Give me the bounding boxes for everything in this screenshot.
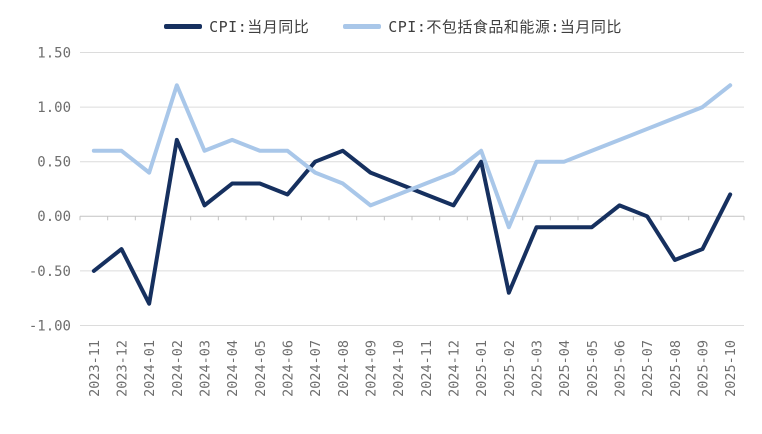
y-tick-label: 0.00 bbox=[37, 209, 71, 225]
x-tick-label: 2024-05 bbox=[253, 340, 269, 397]
x-tick-label: 2023-12 bbox=[115, 340, 131, 397]
legend-swatch-cpi bbox=[164, 24, 203, 29]
x-tick-label: 2024-10 bbox=[391, 340, 407, 397]
x-tick-label: 2024-03 bbox=[198, 340, 214, 397]
series-line-cpi bbox=[91, 137, 733, 306]
x-tick-label: 2025-07 bbox=[640, 340, 656, 397]
x-tick-label: 2025-03 bbox=[530, 340, 546, 397]
chart-legend: CPI:当月同比 CPI:不包括食品和能源:当月同比 bbox=[0, 16, 762, 37]
x-tick-label: 2025-08 bbox=[668, 340, 684, 397]
y-tick-label: 1.50 bbox=[37, 45, 71, 61]
x-tick-label: 2023-11 bbox=[87, 340, 103, 397]
series-line-core-cpi bbox=[91, 83, 733, 230]
y-tick-label: 0.50 bbox=[37, 155, 71, 171]
x-tick-label: 2025-02 bbox=[502, 340, 518, 397]
legend-item-cpi: CPI:当月同比 bbox=[164, 16, 309, 37]
x-tick-label: 2024-06 bbox=[281, 340, 297, 397]
x-tick-label: 2024-11 bbox=[419, 340, 435, 397]
x-tick-label: 2024-04 bbox=[225, 340, 241, 397]
legend-label-cpi: CPI:当月同比 bbox=[209, 18, 310, 36]
x-tick-label: 2025-06 bbox=[613, 340, 629, 397]
y-tick-label: -1.00 bbox=[29, 318, 71, 334]
x-tick-label: 2025-01 bbox=[474, 340, 490, 397]
x-tick-label: 2024-01 bbox=[142, 340, 158, 397]
y-tick-label: 1.00 bbox=[37, 100, 71, 116]
legend-swatch-core-cpi bbox=[343, 24, 382, 29]
x-tick-label: 2025-04 bbox=[557, 340, 573, 397]
x-tick-label: 2024-12 bbox=[447, 340, 463, 397]
x-tick-label: 2025-09 bbox=[696, 340, 712, 397]
x-tick-label: 2024-08 bbox=[336, 340, 352, 397]
y-tick-label: -0.50 bbox=[29, 264, 71, 280]
x-tick-label: 2025-05 bbox=[585, 340, 601, 397]
legend-label-core-cpi: CPI:不包括食品和能源:当月同比 bbox=[388, 18, 622, 36]
legend-item-core-cpi: CPI:不包括食品和能源:当月同比 bbox=[343, 16, 622, 37]
x-tick-label: 2024-09 bbox=[364, 340, 380, 397]
x-tick-label: 2024-02 bbox=[170, 340, 186, 397]
x-tick-label: 2024-07 bbox=[308, 340, 324, 397]
x-tick-label: 2025-10 bbox=[723, 340, 739, 397]
